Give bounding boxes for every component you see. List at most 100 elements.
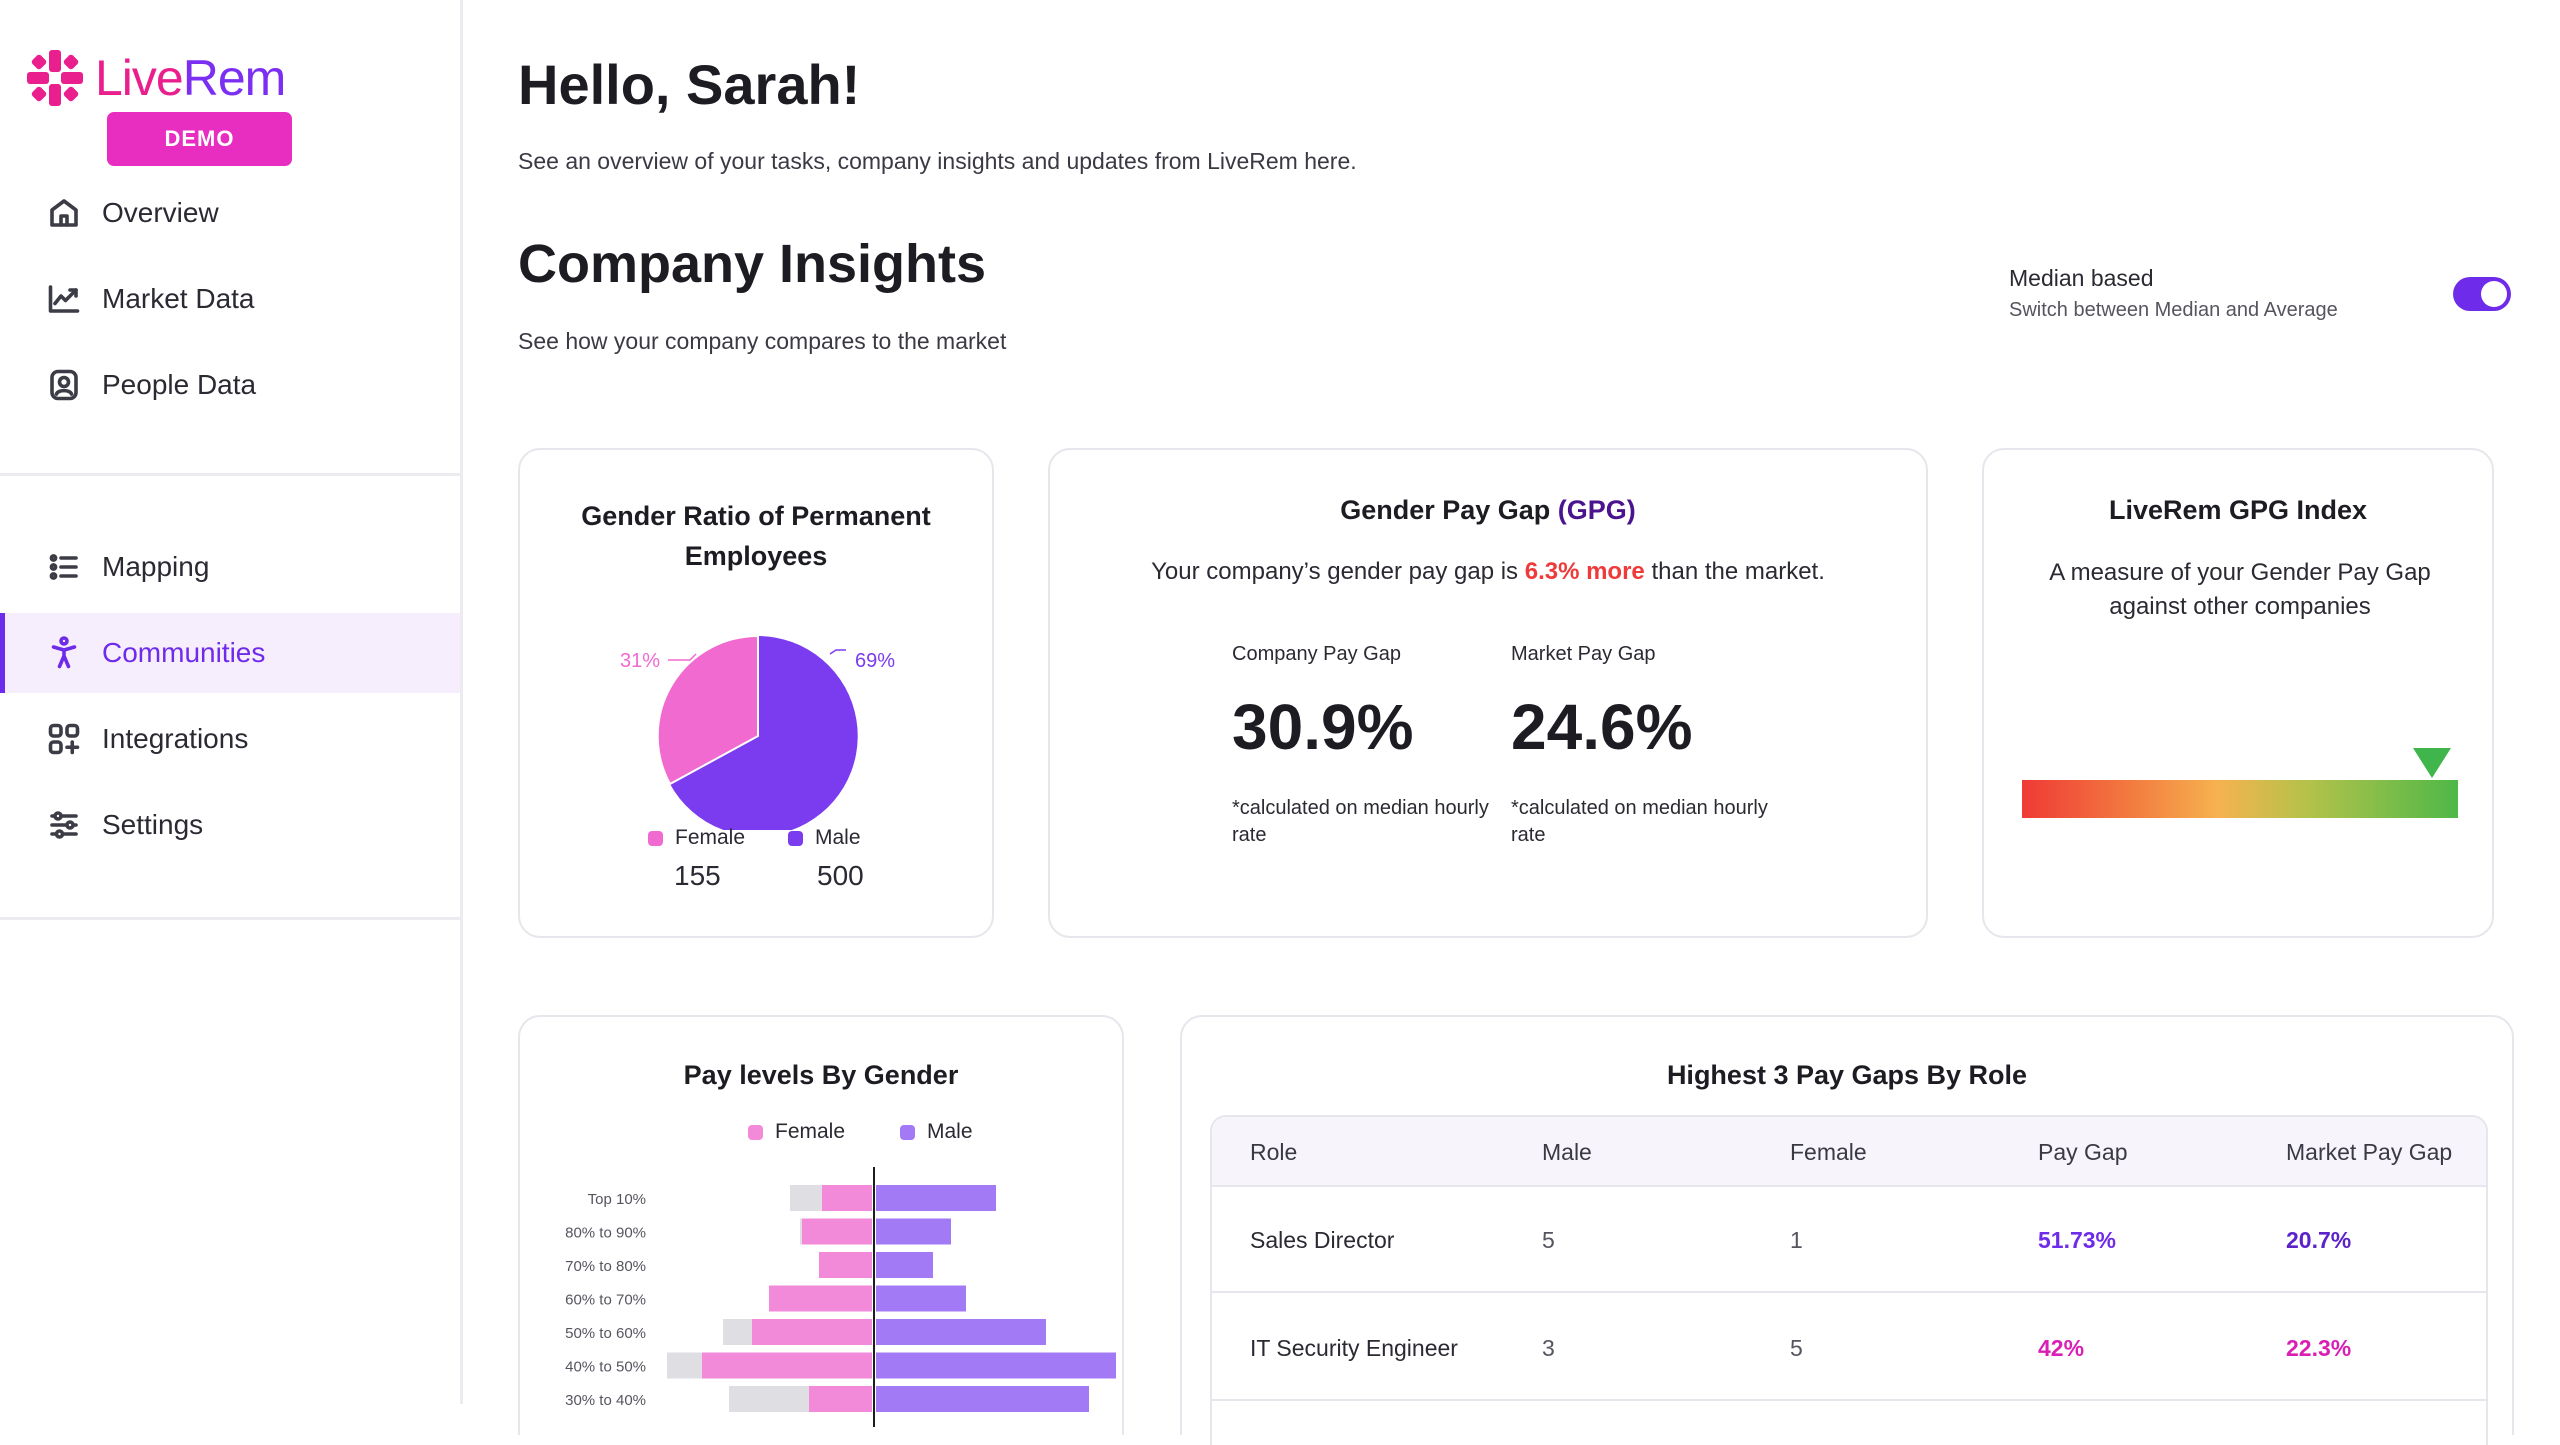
section-title: Company Insights [518, 234, 987, 294]
legend-swatch-male [900, 1124, 915, 1140]
sidebar-divider [0, 473, 460, 476]
gender-pay-gap-card: Gender Pay Gap (GPG) Your company’s gend… [1048, 448, 1928, 938]
column-header-male[interactable]: Male [1542, 1139, 1592, 1165]
person-card-icon [50, 369, 78, 401]
grid-plus-icon [48, 723, 80, 755]
sidebar-item-label: Overview [102, 197, 219, 228]
trend-chart-icon [48, 285, 80, 313]
bar-female [802, 1218, 872, 1245]
gpg-description: Your company’s gender pay gap is 6.3% mo… [1151, 558, 1825, 585]
bar-female [819, 1252, 872, 1278]
legend-label: Male [815, 826, 861, 849]
company-gap-label: Company Pay Gap [1232, 643, 1401, 665]
gpg-index-card: LiveRem GPG Index A measure of your Gend… [1982, 448, 2494, 938]
gpg-title-text: Gender Pay Gap [1340, 495, 1551, 525]
cell-female: 5 [1790, 1335, 1803, 1361]
liverem-logo[interactable]: LiveRem [25, 48, 286, 108]
cell-market-pay-gap: 22.3% [2286, 1335, 2352, 1361]
table-row[interactable]: Sales Director 5 1 51.73% 20.7% [1212, 1187, 2486, 1293]
bar-male [876, 1386, 1089, 1412]
tick-label: Top 10% [588, 1191, 646, 1208]
bar-male [876, 1185, 996, 1211]
tick-label: 30% to 40% [565, 1392, 646, 1409]
cell-pay-gap: 51.73% [2038, 1227, 2117, 1253]
person-accessibility-icon [51, 636, 77, 669]
legend-female: Female [748, 1120, 845, 1144]
market-gap-value: 24.6% [1511, 691, 1693, 763]
legend-label: Male [927, 1120, 973, 1143]
sidebar-item-label: Integrations [102, 723, 249, 754]
tick-label: 70% to 80% [565, 1258, 646, 1275]
tick-label: 80% to 90% [565, 1225, 646, 1242]
company-gap-note: *calculated on median hourly rate [1232, 797, 1489, 846]
pay-levels-card: Pay levels By Gender Female Male Top 10%… [518, 1015, 1124, 1435]
column-header-pay-gap[interactable]: Pay Gap [2038, 1139, 2128, 1165]
sidebar-item-people-data[interactable]: People Data [0, 345, 460, 425]
section-subtitle: See how your company compares to the mar… [518, 328, 1007, 354]
demo-badge: DEMO [107, 112, 292, 166]
bar-male [876, 1319, 1046, 1345]
table-row[interactable]: IT Security Engineer 3 5 42% 22.3% [1212, 1295, 2486, 1401]
bar-female [769, 1285, 872, 1312]
bar-male [876, 1285, 966, 1312]
bar-male [876, 1252, 933, 1278]
table-header: Role Male Female Pay Gap Market Pay Gap [1212, 1117, 2486, 1187]
cell-female: 1 [1790, 1227, 1803, 1253]
bar-female [822, 1185, 872, 1211]
tick-label: 50% to 60% [565, 1325, 646, 1342]
gpg-index-marker [2413, 748, 2451, 778]
sidebar-item-settings[interactable]: Settings [0, 785, 460, 865]
sidebar-item-label: Market Data [102, 283, 255, 314]
median-toggle-sub: Switch between Median and Average [2009, 299, 2338, 321]
legend-swatch-male [788, 830, 803, 846]
sidebar-item-integrations[interactable]: Integrations [0, 699, 460, 779]
median-toggle-label: Median based [2009, 265, 2154, 291]
bar-female [752, 1319, 872, 1345]
bar-female [702, 1352, 872, 1379]
sidebar-item-label: People Data [102, 369, 257, 400]
market-gap-note: *calculated on median hourly rate [1511, 797, 1768, 846]
median-toggle[interactable] [2453, 277, 2511, 311]
cell-role: Sales Director [1250, 1227, 1395, 1253]
bar-male [876, 1352, 1116, 1379]
male-leader-line [829, 649, 846, 655]
pie-slice-female [656, 634, 759, 786]
column-header-role[interactable]: Role [1250, 1139, 1298, 1165]
pay-levels-pyramid-chart: Top 10% 80% to 90% 70% to 80% 60% to 70% 50%… [565, 1167, 1116, 1427]
tick-label: 40% to 50% [565, 1359, 646, 1376]
card-title: Highest 3 Pay Gaps By Role [1666, 1060, 2028, 1090]
column-header-market-pay-gap[interactable]: Market Pay Gap [2286, 1139, 2453, 1165]
bar-female [809, 1386, 872, 1412]
female-count: 155 [674, 860, 721, 891]
male-pct-label: 69% [855, 650, 895, 672]
sidebar-item-market-data[interactable]: Market Data [0, 259, 460, 339]
gender-pie-chart: 31% 69% [620, 634, 895, 830]
pay-gaps-table: Role Male Female Pay Gap Market Pay Gap … [1210, 1115, 2488, 1445]
sidebar-item-mapping[interactable]: Mapping [0, 527, 460, 607]
female-leader-line [668, 653, 697, 661]
card-title: LiveRem GPG Index [2108, 495, 2368, 525]
column-header-female[interactable]: Female [1790, 1139, 1867, 1165]
logo-text: LiveRem [95, 50, 286, 106]
gpg-highlight: 6.3% more [1524, 558, 1645, 585]
legend-male: Male [900, 1120, 973, 1144]
legend-swatch-female [648, 830, 663, 846]
bar-male [876, 1218, 951, 1245]
cell-pay-gap: 42% [2038, 1335, 2085, 1361]
legend-female: Female [648, 826, 745, 850]
card-title: Gender Pay Gap (GPG) [1050, 490, 1926, 530]
company-gap-value: 30.9% [1232, 691, 1414, 763]
cell-role: IT Security Engineer [1250, 1335, 1458, 1361]
legend-label: Female [675, 826, 746, 849]
legend-male: Male [788, 826, 861, 850]
gpg-index-gradient-bar [2022, 780, 2458, 818]
sidebar-item-communities[interactable]: Communities [0, 613, 460, 693]
sidebar: LiveRem DEMO Overview Market Data People… [0, 0, 463, 1404]
legend-label: Female [775, 1120, 846, 1143]
cell-male: 5 [1542, 1227, 1555, 1253]
tick-label: 60% to 70% [565, 1292, 646, 1309]
gender-ratio-card: Gender Ratio of Permanent Employees 31% … [518, 448, 994, 938]
sliders-icon [50, 811, 78, 839]
sidebar-item-overview[interactable]: Overview [0, 173, 460, 253]
greeting: Hello, Sarah! [518, 53, 861, 116]
